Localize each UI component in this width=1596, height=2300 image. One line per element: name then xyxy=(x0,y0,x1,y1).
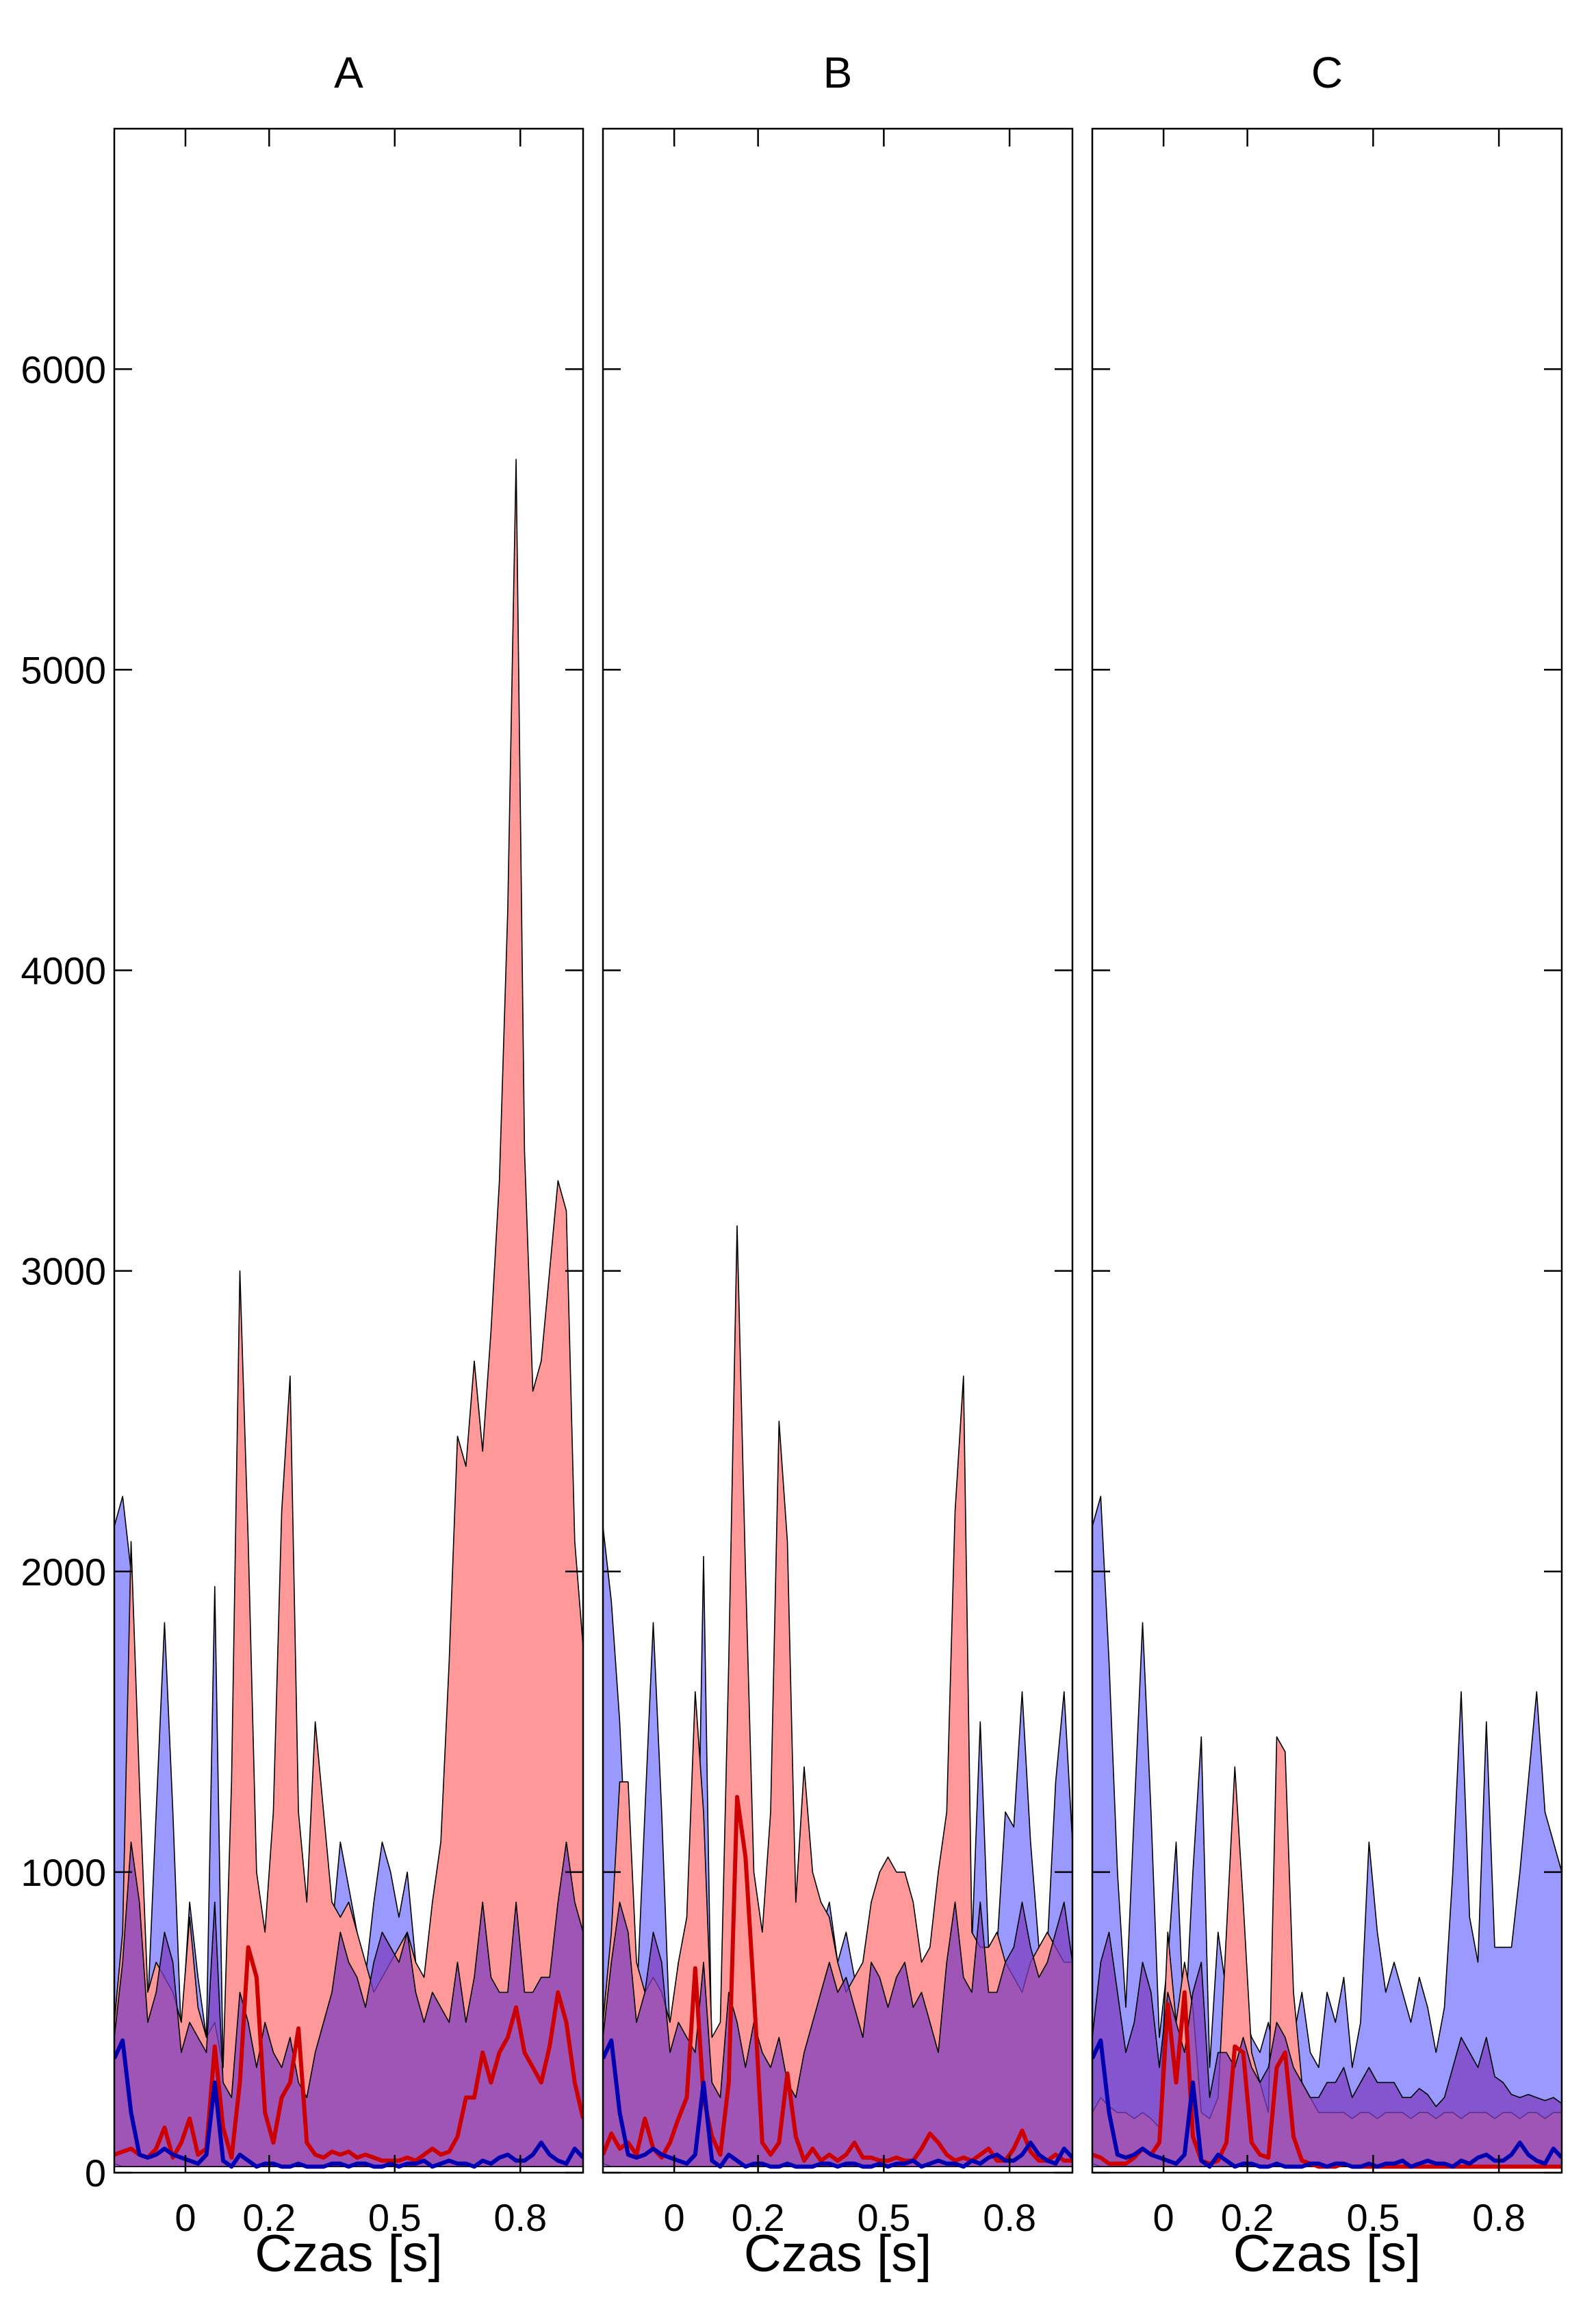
panel-title: A xyxy=(334,48,363,97)
y-tick-label: 1000 xyxy=(21,1851,106,1894)
x-tick-label: 0 xyxy=(1153,2196,1174,2239)
band-2 xyxy=(1092,1931,1562,2167)
line-4 xyxy=(114,2038,583,2169)
panel-a: 0 0.2 0.5 0.8 0 1000 2000 3000 4000 5000 6000 A Czas… xyxy=(21,48,584,2283)
y-tick-label: 5000 xyxy=(21,648,106,691)
x-tick-label: 0.2 xyxy=(1221,2196,1274,2239)
x-tick-label: 0.5 xyxy=(1346,2196,1400,2239)
panel-b: 0 0.2 0.5 0.8 B Czas [s] xyxy=(602,48,1074,2283)
panels: 0 0.2 0.5 0.8 0 1000 2000 3000 4000 5000 6000 A Czas… xyxy=(21,48,1563,2283)
line-3 xyxy=(114,1945,583,2163)
plot-area xyxy=(603,1225,1072,2169)
axes-frame xyxy=(602,127,1074,2174)
line-4 xyxy=(603,2038,1072,2169)
line-4 xyxy=(1092,2038,1562,2169)
axes-frame xyxy=(1091,127,1563,2174)
x-tick-label: 0.8 xyxy=(983,2196,1036,2239)
x-tick-label: 0.2 xyxy=(732,2196,785,2239)
x-tick-label: 0 xyxy=(664,2196,685,2239)
x-tick-label: 0.8 xyxy=(1472,2196,1526,2239)
y-tick-label: 0 xyxy=(85,2151,106,2195)
x-axis-label: Czas [s] xyxy=(1233,2225,1421,2283)
y-tick-label: 3000 xyxy=(21,1250,106,1293)
x-tick-label: 0 xyxy=(175,2196,196,2239)
y-tick-label: 2000 xyxy=(21,1550,106,1594)
x-tick-label: 0.8 xyxy=(493,2196,547,2239)
x-tick-label: 0.2 xyxy=(242,2196,296,2239)
band-2 xyxy=(603,1902,1072,2167)
y-tick-label: 6000 xyxy=(21,348,106,391)
x-axis-label: Czas [s] xyxy=(744,2225,932,2283)
plot-area xyxy=(1092,1496,1562,2169)
axes-frame xyxy=(113,127,584,2174)
panel-title: B xyxy=(823,48,853,97)
x-tick-label: 0.5 xyxy=(368,2196,422,2239)
panel-title: C xyxy=(1311,48,1343,97)
panel-c: 0 0.2 0.5 0.8 C Czas [s] xyxy=(1091,48,1563,2283)
x-axis-label: Czas [s] xyxy=(255,2225,443,2283)
x-tick-label: 0.5 xyxy=(857,2196,910,2239)
band-2 xyxy=(114,1841,583,2167)
y-tick-label: 4000 xyxy=(21,949,106,993)
plot-area xyxy=(114,459,583,2169)
